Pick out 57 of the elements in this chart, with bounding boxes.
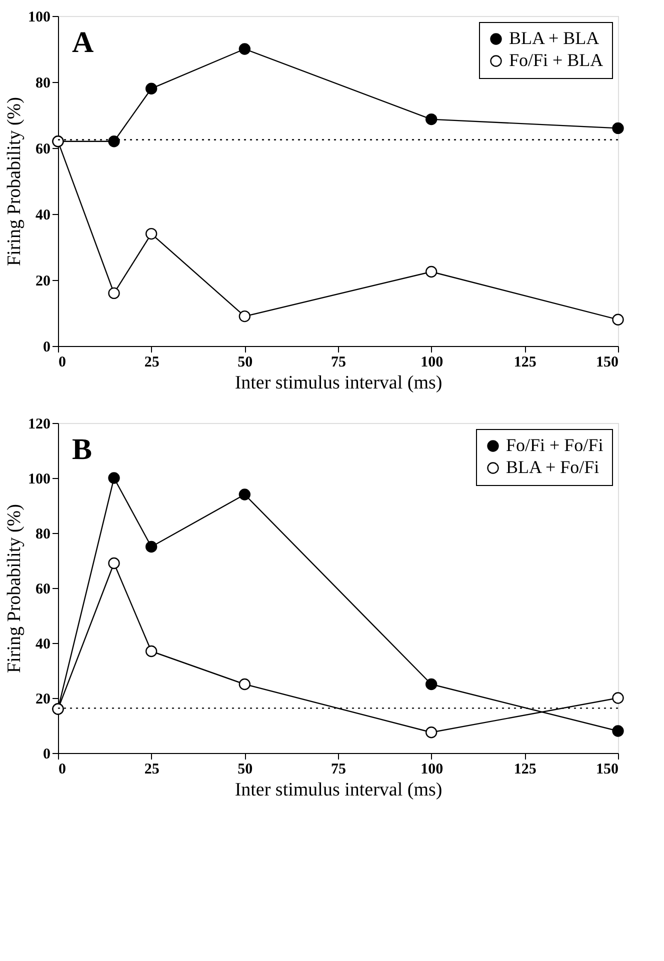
point xyxy=(238,488,251,500)
y-axis-title: Firing Probability (%) xyxy=(4,504,25,673)
y-tick-label: 60 xyxy=(36,142,50,158)
y-tick-label: 20 xyxy=(36,692,50,708)
x-tick-label: 75 xyxy=(331,762,346,778)
x-tick-label: 75 xyxy=(331,354,346,370)
point xyxy=(145,228,158,240)
point xyxy=(612,122,624,134)
x-axis-title: Inter stimulus interval (ms) xyxy=(234,780,442,800)
point xyxy=(612,314,624,326)
legend-label: Fo/Fi + BLA xyxy=(509,50,604,70)
y-tick-label: 40 xyxy=(36,208,50,224)
point xyxy=(425,678,438,690)
point xyxy=(238,43,251,55)
x-tick-label: 125 xyxy=(514,762,536,778)
y-tick-label: 40 xyxy=(36,636,50,652)
annotation: A xyxy=(72,26,94,59)
legend-label: BLA + BLA xyxy=(509,28,600,48)
point xyxy=(108,136,120,148)
point xyxy=(238,678,251,690)
point xyxy=(612,725,624,737)
annotation: B xyxy=(72,433,92,466)
legend-label: BLA + Fo/Fi xyxy=(506,457,600,477)
x-tick-label: 0 xyxy=(58,354,66,370)
y-tick-label: 100 xyxy=(28,10,50,26)
y-tick-label: 120 xyxy=(28,416,50,432)
point xyxy=(425,113,438,126)
x-tick-label: 50 xyxy=(238,354,253,370)
x-tick-label: 0 xyxy=(58,762,66,778)
y-tick-label: 60 xyxy=(36,582,50,598)
point xyxy=(145,540,158,553)
x-tick-label: 100 xyxy=(420,354,444,370)
y-tick-label: 80 xyxy=(36,76,50,92)
y-axis-title: Firing Probability (%) xyxy=(4,97,25,266)
y-tick-label: 0 xyxy=(43,340,50,356)
x-tick-label: 100 xyxy=(420,762,444,778)
x-tick-label: 25 xyxy=(144,762,160,778)
x-tick-label: 150 xyxy=(596,762,618,778)
point xyxy=(108,557,120,570)
point xyxy=(145,82,158,94)
x-axis-title: Inter stimulus interval (ms) xyxy=(234,372,442,394)
point xyxy=(238,310,251,322)
point xyxy=(612,692,624,704)
x-tick-label: 125 xyxy=(514,354,536,370)
point xyxy=(108,287,120,300)
y-tick-label: 80 xyxy=(36,526,50,542)
y-tick-label: 0 xyxy=(43,746,50,762)
point xyxy=(145,645,158,658)
point xyxy=(425,266,438,278)
y-tick-label: 20 xyxy=(36,274,50,290)
y-tick-label: 100 xyxy=(28,472,50,488)
x-tick-label: 150 xyxy=(596,354,618,370)
point xyxy=(108,472,120,484)
x-tick-label: 25 xyxy=(144,354,160,370)
legend-label: Fo/Fi + Fo/Fi xyxy=(506,435,604,455)
x-tick-label: 50 xyxy=(238,762,253,778)
point xyxy=(425,726,438,738)
